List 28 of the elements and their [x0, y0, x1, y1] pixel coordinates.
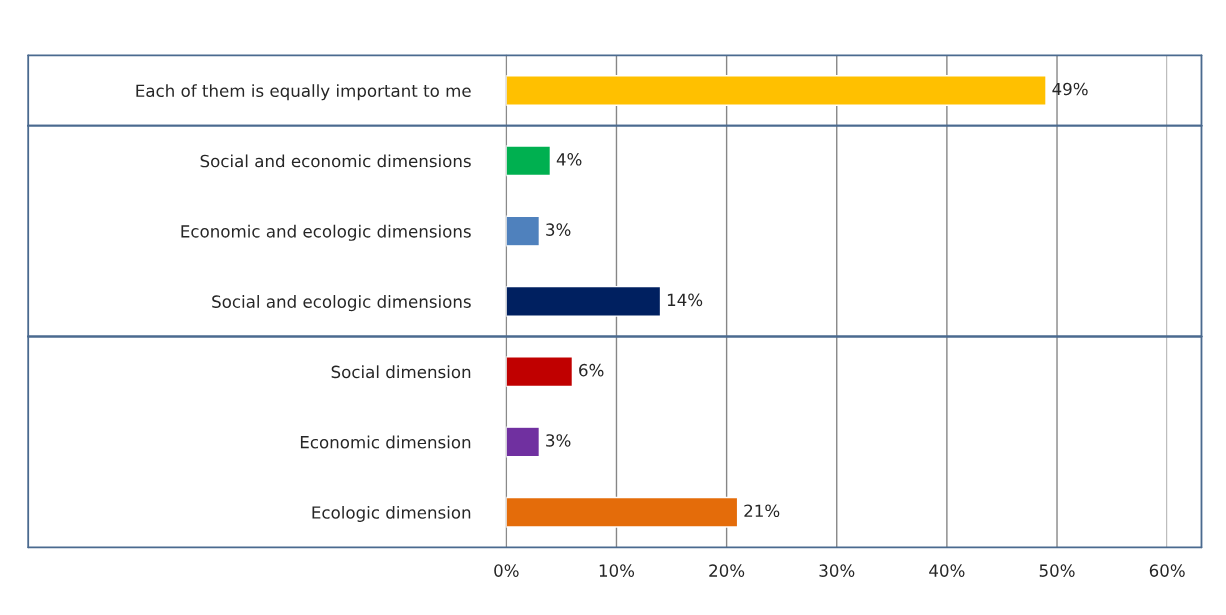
bar	[506, 285, 662, 317]
bar	[506, 215, 541, 247]
data-label: 14%	[667, 293, 703, 307]
data-label: 4%	[556, 153, 582, 166]
bar	[506, 145, 552, 177]
y-tick-label: Economic dimension	[300, 435, 471, 449]
data-label: 21%	[744, 504, 780, 518]
data-label: 3%	[546, 434, 571, 447]
x-tick-label: 60%	[1149, 564, 1185, 577]
bar	[506, 426, 541, 458]
data-label: 3%	[546, 223, 571, 236]
bar	[506, 496, 739, 528]
data-label: 49%	[1052, 82, 1088, 96]
x-tick-label: 0%	[494, 564, 519, 577]
x-tick-label: 30%	[819, 564, 855, 577]
x-tick-label: 40%	[929, 564, 965, 577]
y-tick-label: Social and ecologic dimensions	[212, 295, 471, 312]
bar	[506, 356, 574, 388]
y-tick-label: Social dimension	[331, 365, 471, 379]
x-tick-label: 20%	[709, 564, 745, 577]
y-tick-label: Ecologic dimension	[312, 505, 471, 523]
y-tick-label: Each of them is equally important to me	[136, 84, 471, 101]
x-tick-label: 50%	[1039, 564, 1075, 577]
x-tick-label: 10%	[599, 564, 635, 577]
y-tick-label: Economic and ecologic dimensions	[181, 224, 471, 241]
bar	[506, 75, 1047, 106]
y-tick-label: Social and economic dimensions	[200, 154, 471, 168]
data-label: 6%	[579, 363, 604, 377]
